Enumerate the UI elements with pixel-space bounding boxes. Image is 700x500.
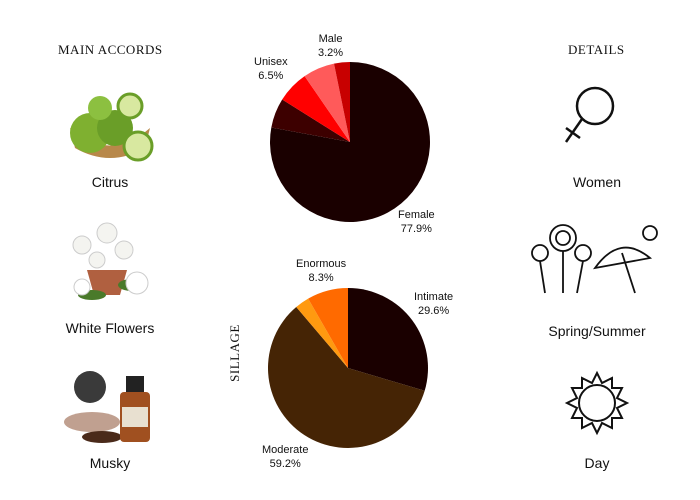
sillage-title: SILLAGE <box>227 324 242 382</box>
accord-musky: Musky <box>89 455 131 471</box>
detail-day: Day <box>584 455 610 471</box>
venus-icon <box>564 86 615 143</box>
pie-label-moderate: Moderate 59.2% <box>262 444 309 470</box>
detail-spring-summer: Spring/Summer <box>548 323 646 339</box>
main-accords-title: MAIN ACCORDS <box>58 42 163 57</box>
gender-pie <box>270 62 430 222</box>
musky-image <box>64 371 150 443</box>
pie-slice-moderate <box>268 307 425 449</box>
pie-slice-unlabeled-1 <box>271 99 350 142</box>
detail-women: Women <box>573 174 621 190</box>
pie-slice-enormous <box>308 288 348 368</box>
accord-white-flowers: White Flowers <box>65 320 155 336</box>
pie-label-intimate: Intimate 29.6% <box>414 291 454 317</box>
sun-icon <box>564 370 630 436</box>
pie-label-male: Male 3.2% <box>318 33 344 59</box>
pie-slice-male <box>334 62 350 142</box>
pie-label-female: Female 77.9% <box>398 209 435 235</box>
pie-label-enormous: Enormous 8.3% <box>296 258 347 284</box>
spring-summer-icon <box>531 224 658 294</box>
pie-slice-unisex <box>282 76 350 142</box>
citrus-image <box>70 92 154 162</box>
pie-slice-unlabeled-3 <box>304 63 350 142</box>
pie-slice-intimate <box>348 288 428 391</box>
details-title: DETAILS <box>568 42 625 57</box>
accord-citrus: Citrus <box>91 174 129 190</box>
pie-slice-unlabeled-2 <box>296 298 348 368</box>
white-flowers-image <box>72 222 149 300</box>
pie-label-unisex: Unisex 6.5% <box>254 56 288 82</box>
sillage-pie <box>268 288 428 449</box>
